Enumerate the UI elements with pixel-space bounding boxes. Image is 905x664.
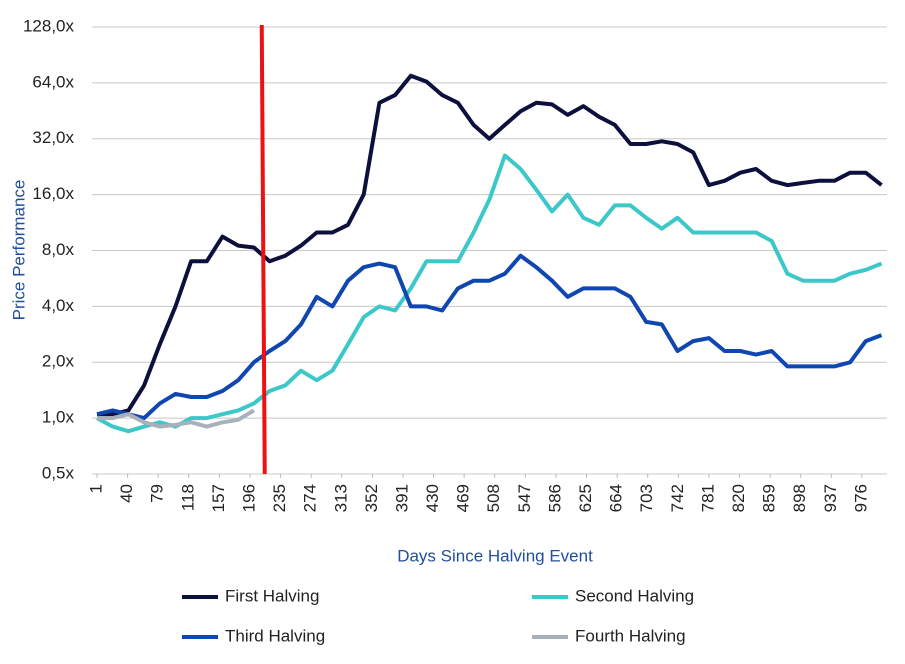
series-line bbox=[97, 408, 255, 429]
x-tick-label: 664 bbox=[607, 484, 626, 512]
x-tick-label: 547 bbox=[515, 484, 534, 512]
y-tick-label: 1,0x bbox=[42, 408, 75, 427]
x-tick-label: 430 bbox=[423, 484, 442, 512]
x-tick-label: 1 bbox=[86, 484, 105, 493]
x-tick-label: 118 bbox=[178, 484, 197, 511]
x-tick-label: 937 bbox=[821, 484, 840, 512]
marker-line bbox=[259, 24, 267, 475]
x-tick-label: 352 bbox=[362, 484, 381, 512]
x-tick-label: 313 bbox=[331, 484, 350, 512]
x-tick-label: 235 bbox=[270, 484, 289, 512]
y-tick-label: 4,0x bbox=[42, 296, 75, 315]
x-tick-label: 898 bbox=[790, 484, 809, 512]
legend-label: First Halving bbox=[225, 586, 319, 605]
x-tick-label: 391 bbox=[392, 484, 411, 512]
legend-label: Fourth Halving bbox=[575, 626, 686, 645]
x-tick-label: 625 bbox=[576, 484, 595, 512]
x-tick-label: 976 bbox=[851, 484, 870, 512]
x-tick-label: 79 bbox=[148, 484, 167, 503]
y-tick-label: 16,0x bbox=[32, 184, 74, 203]
x-tick-label: 703 bbox=[637, 484, 656, 512]
x-tick-label: 157 bbox=[209, 484, 228, 512]
x-tick-label: 196 bbox=[239, 484, 258, 512]
x-tick-label: 586 bbox=[545, 484, 564, 512]
x-tick-label: 820 bbox=[729, 484, 748, 512]
y-tick-label: 32,0x bbox=[32, 128, 74, 147]
y-axis-label: Price Performance bbox=[9, 180, 28, 321]
x-tick-label: 742 bbox=[668, 484, 687, 512]
x-tick-label: 859 bbox=[760, 484, 779, 512]
legend-label: Second Halving bbox=[575, 586, 694, 605]
series-line bbox=[96, 253, 883, 421]
y-tick-label: 64,0x bbox=[32, 72, 74, 91]
series-line bbox=[96, 153, 883, 434]
y-tick-label: 0,5x bbox=[42, 463, 75, 482]
x-tick-label: 40 bbox=[117, 484, 136, 503]
legend-label: Third Halving bbox=[225, 626, 325, 645]
y-tick-label: 128,0x bbox=[23, 16, 75, 35]
x-tick-label: 508 bbox=[484, 484, 503, 512]
y-tick-label: 8,0x bbox=[42, 240, 75, 259]
x-tick-label: 274 bbox=[301, 484, 320, 512]
x-tick-label: 469 bbox=[454, 484, 473, 512]
x-axis-label: Days Since Halving Event bbox=[397, 546, 593, 565]
x-tick-label: 781 bbox=[698, 484, 717, 512]
y-tick-label: 2,0x bbox=[42, 352, 75, 371]
series-line bbox=[97, 73, 883, 417]
